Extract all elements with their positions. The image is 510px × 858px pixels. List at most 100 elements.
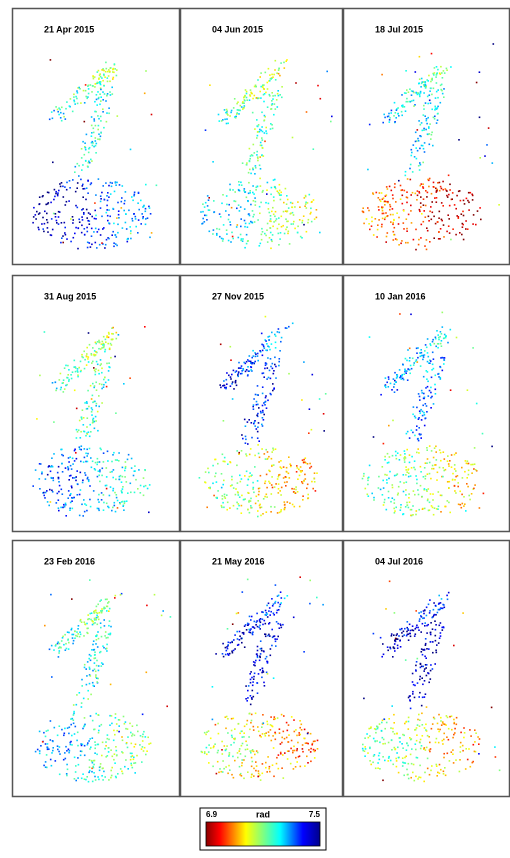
point (439, 625, 441, 627)
point (429, 123, 431, 125)
point (309, 467, 311, 469)
point (243, 778, 245, 780)
point (69, 180, 71, 182)
point (131, 753, 133, 755)
point (87, 408, 89, 410)
point (95, 416, 97, 418)
point (397, 494, 399, 496)
colorbar-gradient (206, 822, 320, 846)
point (429, 133, 431, 135)
point (408, 728, 410, 730)
point (101, 724, 103, 726)
point (250, 204, 252, 206)
point (365, 488, 367, 490)
point (107, 637, 109, 639)
point (427, 338, 429, 340)
point (132, 733, 134, 735)
point (440, 73, 442, 75)
point (414, 635, 416, 637)
point (470, 192, 472, 194)
point (438, 217, 440, 219)
point (275, 347, 277, 349)
point (379, 192, 381, 194)
point (252, 761, 254, 763)
point (264, 233, 266, 235)
point (252, 112, 254, 114)
point (483, 493, 485, 495)
point (258, 491, 260, 493)
point (394, 648, 396, 650)
point (99, 469, 101, 471)
point (76, 98, 78, 100)
point (204, 753, 206, 755)
point (114, 502, 116, 504)
point (39, 478, 41, 480)
point (99, 461, 101, 463)
point (77, 431, 79, 433)
point (267, 182, 269, 184)
point (421, 392, 423, 394)
point (250, 505, 252, 507)
point (68, 648, 70, 650)
point (257, 510, 259, 512)
point (294, 750, 296, 752)
point (57, 195, 59, 197)
point (59, 725, 61, 727)
point (74, 631, 76, 633)
point (271, 451, 273, 453)
point (428, 736, 430, 738)
point (430, 622, 432, 624)
point (383, 739, 385, 741)
point (419, 742, 421, 744)
point (439, 211, 441, 213)
point (392, 194, 394, 196)
point (111, 510, 113, 512)
point (50, 739, 52, 741)
point (262, 410, 264, 412)
point (277, 623, 279, 625)
point (395, 748, 397, 750)
point (288, 373, 290, 375)
point (50, 501, 52, 503)
point (440, 66, 442, 68)
point (65, 118, 67, 120)
point (291, 740, 293, 742)
point (222, 484, 224, 486)
point (254, 173, 256, 175)
point (431, 369, 433, 371)
point (402, 189, 404, 191)
point (273, 464, 275, 466)
point (465, 220, 467, 222)
point (323, 413, 325, 415)
point (290, 466, 292, 468)
point (451, 454, 453, 456)
point (58, 466, 60, 468)
point (265, 658, 267, 660)
point (434, 447, 436, 449)
point (440, 89, 442, 91)
point (456, 195, 458, 197)
point (206, 215, 208, 217)
point (310, 748, 312, 750)
point (397, 374, 399, 376)
point (257, 404, 259, 406)
point (427, 386, 429, 388)
colorbar-unit: rad (256, 809, 270, 819)
point (373, 497, 375, 499)
point (452, 473, 454, 475)
point (250, 750, 252, 752)
point (296, 750, 298, 752)
point (262, 733, 264, 735)
point (90, 715, 92, 717)
point (260, 515, 262, 517)
point (430, 478, 432, 480)
point (212, 465, 214, 467)
point (218, 114, 220, 116)
point (119, 184, 121, 186)
point (409, 88, 411, 90)
point (264, 141, 266, 143)
point (256, 653, 258, 655)
point (80, 431, 82, 433)
point (433, 615, 435, 617)
point (122, 505, 124, 507)
